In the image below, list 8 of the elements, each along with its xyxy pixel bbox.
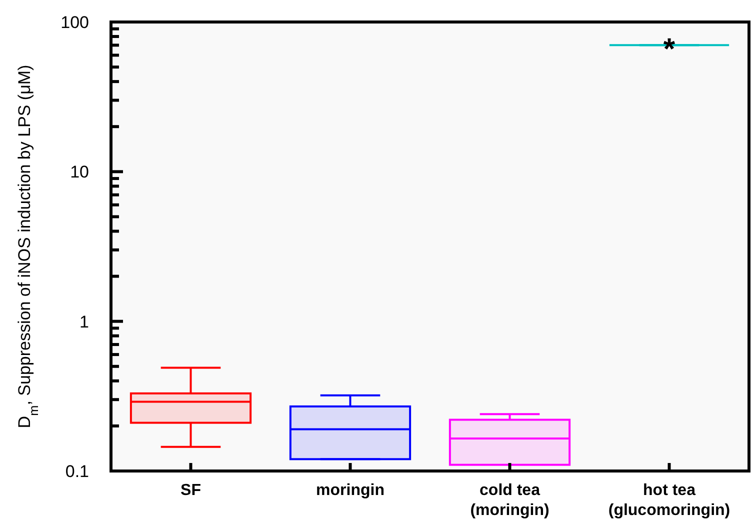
x-tick-label: SF [180,482,202,499]
x-tick-label: cold tea (moringin) [470,482,550,519]
y-tick-label: 10 [70,162,89,182]
y-tick-label: 0.1 [65,462,89,481]
x-tick-label: moringin [316,482,384,499]
y-tick-label: 100 [60,12,89,32]
y-tick-label: 1 [80,312,89,332]
x-tick-label: hot tea (glucomoringin) [608,482,730,519]
